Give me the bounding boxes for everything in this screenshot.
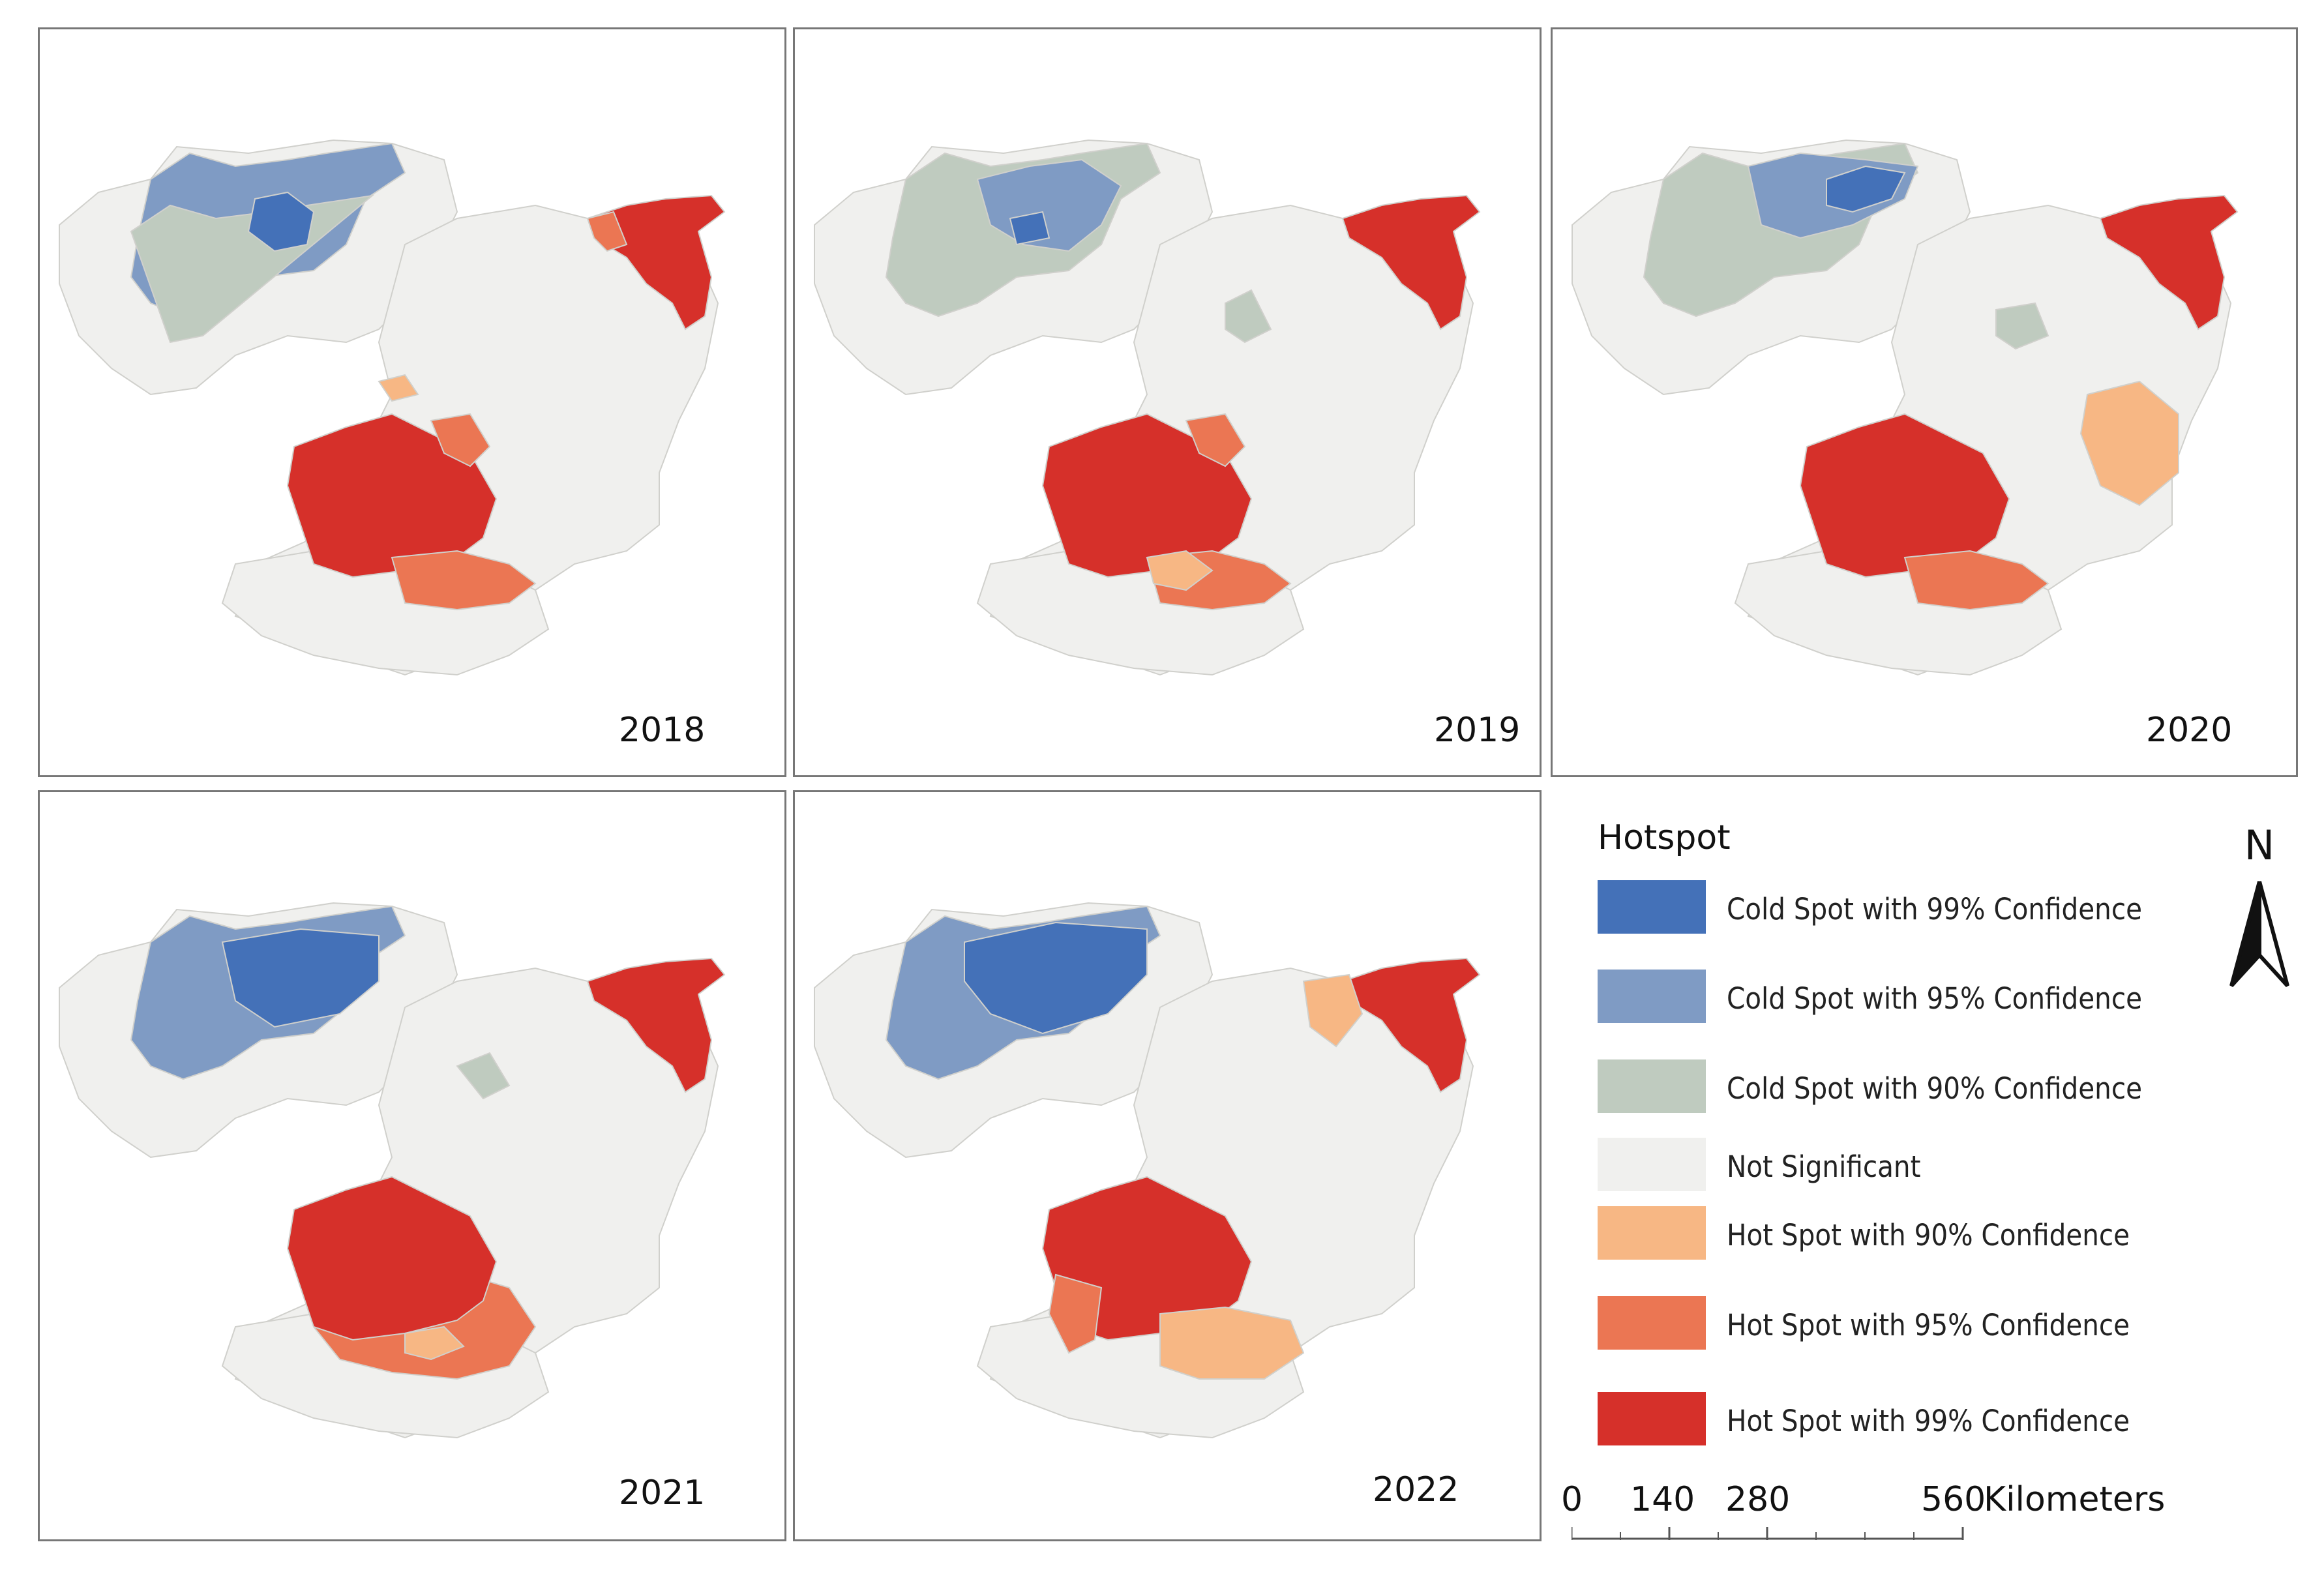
map-panel-2018: 2018 [38, 27, 786, 777]
year-label: 2020 [2146, 711, 2233, 750]
map-2019 [814, 139, 1481, 676]
scale-tick-label: 560 [1921, 1480, 1986, 1519]
scale-tick-label: 140 [1630, 1480, 1695, 1519]
map-2018 [59, 139, 726, 676]
year-label: 2022 [1373, 1470, 1459, 1509]
region-cold-99 [1009, 211, 1050, 246]
legend-swatch [1598, 1206, 1706, 1260]
region-hot-95 [1185, 413, 1246, 467]
scale-tick-label: 280 [1725, 1480, 1791, 1519]
scale-bar-line [1572, 1527, 1964, 1540]
map-2020 [1572, 139, 2239, 676]
legend-swatch [1598, 1296, 1706, 1350]
scale-unit: Kilometers [1984, 1480, 2166, 1519]
north-arrow: N [2224, 822, 2295, 991]
map-panel-2019: 2019 [793, 27, 1542, 777]
legend-swatch [1598, 970, 1706, 1023]
region-cold-99 [964, 921, 1148, 1035]
region-hot-99 [586, 194, 726, 331]
legend-label: Cold Spot with 99% Confidence [1727, 892, 2143, 926]
region-cold-90 [1995, 302, 2049, 350]
region-cold-90 [130, 194, 375, 344]
region-hot-99 [286, 413, 498, 578]
region-hot-90 [404, 1326, 465, 1361]
legend-label: Hot Spot with 90% Confidence [1727, 1218, 2130, 1252]
legend-swatch [1598, 1392, 1706, 1445]
map-panel-2022: 2022 [793, 790, 1542, 1541]
region-hot-90 [2079, 380, 2179, 507]
legend-label: Not Significant [1727, 1149, 1921, 1184]
region-hot-95 [1903, 550, 2049, 611]
scale-tick-label: 0 [1561, 1480, 1583, 1519]
region-hot-90 [1159, 1306, 1305, 1380]
legend-title: Hotspot [1598, 818, 1731, 857]
region-hot-99 [1341, 194, 1481, 331]
region-cold-90 [1225, 289, 1272, 344]
map-panel-2020: 2020 [1551, 27, 2298, 777]
region-hot-90 [378, 374, 419, 402]
year-label: 2021 [619, 1474, 706, 1513]
region-hot-99 [586, 957, 726, 1093]
region-hot-99 [286, 1176, 498, 1341]
region-hot-95 [1048, 1273, 1103, 1354]
map-panel-2021: 2021 [38, 790, 786, 1541]
map-2022 [814, 902, 1481, 1439]
map-2021 [59, 902, 726, 1439]
north-arrow-icon [2229, 881, 2289, 988]
region-hot-95 [586, 211, 628, 252]
region-hot-99 [1799, 413, 2010, 578]
region-hot-99 [1041, 413, 1253, 578]
region-hot-99 [2099, 194, 2239, 331]
legend-swatch [1598, 1138, 1706, 1191]
legend-label: Cold Spot with 95% Confidence [1727, 981, 2143, 1016]
legend-swatch [1598, 1059, 1706, 1113]
legend-label: Hot Spot with 95% Confidence [1727, 1308, 2130, 1342]
region-cold-99 [247, 191, 315, 252]
region-cold-90 [456, 1052, 511, 1100]
region-hot-90 [1302, 973, 1363, 1048]
region-hot-95 [430, 413, 491, 467]
legend-swatch [1598, 880, 1706, 934]
scale-bar: 0 140 280 560 Kilometers [1558, 1480, 2211, 1552]
region-hot-90 [1146, 550, 1214, 591]
year-label: 2019 [1434, 711, 1521, 750]
legend-label: Cold Spot with 90% Confidence [1727, 1071, 2143, 1106]
region-hot-95 [391, 550, 537, 611]
region-cold-99 [221, 928, 380, 1028]
north-label: N [2244, 822, 2275, 869]
legend-label: Hot Spot with 99% Confidence [1727, 1404, 2130, 1438]
region-hot-99 [1341, 957, 1481, 1093]
region-cold-99 [1826, 165, 1906, 213]
year-label: 2018 [619, 711, 706, 750]
legend: Hotspot Cold Spot with 99% Confidence Co… [1552, 792, 2315, 1542]
